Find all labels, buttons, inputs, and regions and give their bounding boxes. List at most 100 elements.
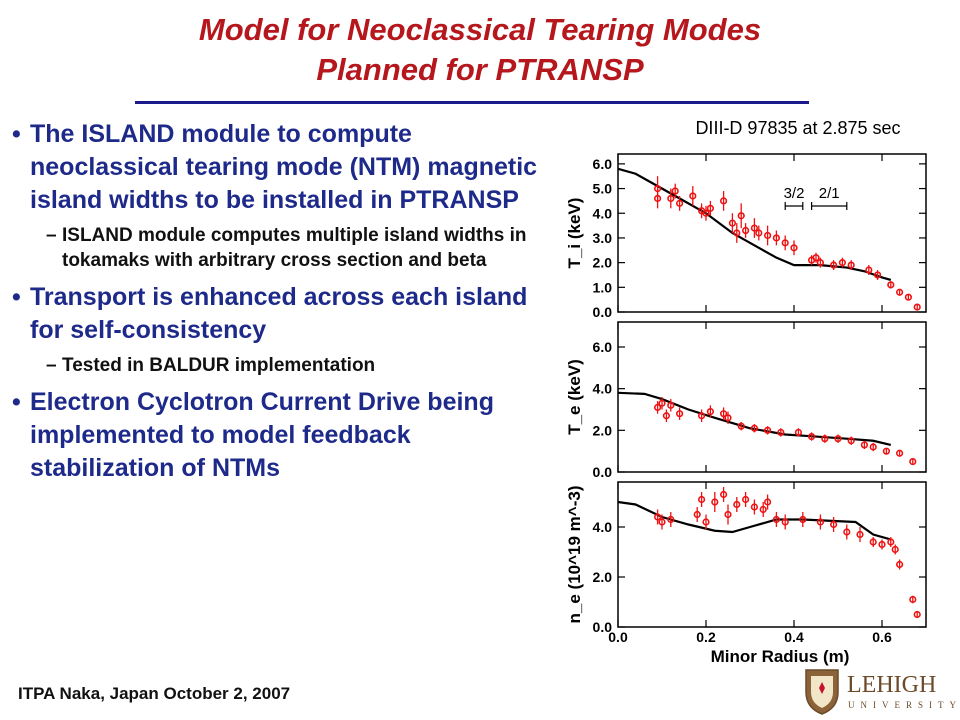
data-point-ti: [816, 259, 825, 267]
data-point-ti: [874, 271, 882, 279]
data-point-te: [662, 412, 670, 420]
data-point-ne: [720, 490, 728, 499]
data-point-te: [720, 410, 728, 418]
data-point-ne: [658, 518, 666, 526]
logo-wordmark: LEHIGH: [847, 672, 936, 698]
data-point-ne: [733, 500, 741, 509]
bullet-list: • The ISLAND module to compute neoclassic…: [12, 118, 542, 491]
data-point-ne: [667, 515, 675, 524]
data-point-ne: [764, 498, 772, 506]
y-tick-label-te: 4.0: [593, 381, 613, 397]
data-point-ti: [737, 212, 745, 220]
y-tick-label-te: 2.0: [593, 422, 613, 438]
data-point-ne: [816, 518, 825, 526]
data-point-ti: [676, 199, 684, 207]
data-point-te: [821, 435, 829, 443]
data-point-ne: [869, 538, 877, 546]
data-point-ne: [742, 495, 750, 504]
y-tick-label-ti: 5.0: [593, 181, 613, 197]
data-point-ti: [865, 266, 873, 274]
data-point-ti: [728, 219, 736, 227]
data-point-te: [658, 399, 666, 407]
data-point-te: [706, 407, 714, 416]
sub-bullet-2-text: Tested in BALDUR implementation: [62, 355, 376, 376]
x-tick-label: 0.2: [696, 629, 716, 645]
data-point-te: [698, 412, 706, 420]
model-curve-ti: [617, 167, 892, 281]
y-tick-label-ne: 0.0: [593, 619, 613, 635]
data-point-ti: [667, 194, 675, 203]
slide-title: Model for Neoclassical Tearing Modes Pla…: [0, 10, 960, 90]
data-point-te: [869, 443, 877, 451]
data-point-te: [724, 414, 732, 422]
y-axis-label-ti: T_i (keV): [565, 198, 584, 269]
x-axis-label: Minor Radius (m): [711, 647, 850, 666]
bullet-2-text: Transport is enhanced across each island…: [30, 283, 528, 344]
data-point-ne: [913, 610, 921, 619]
data-point-ti: [830, 261, 838, 269]
mode-label-ti: 2/1: [819, 185, 840, 202]
y-axis-label-ne: n_e (10^19 m^-3): [565, 486, 584, 624]
data-point-ti: [896, 288, 904, 296]
data-point-ne: [856, 530, 864, 539]
data-point-ne: [724, 510, 732, 519]
y-tick-label-ti: 3.0: [593, 230, 613, 246]
data-point-ne: [909, 595, 917, 604]
data-point-ne: [887, 538, 895, 546]
y-tick-label-ne: 2.0: [593, 569, 613, 585]
y-tick-label-ti: 6.0: [593, 156, 613, 172]
sub-bullet-2: – Tested in BALDUR implementation: [46, 355, 376, 376]
data-point-te: [676, 410, 684, 418]
data-point-ti: [790, 244, 798, 252]
data-point-ti: [671, 187, 679, 195]
x-tick-label: 0.4: [784, 629, 804, 645]
data-point-ne: [693, 510, 701, 519]
data-point-ne: [896, 560, 904, 569]
data-point-ti: [653, 194, 662, 203]
logo-subtitle: UNIVERSITY: [848, 700, 959, 710]
x-tick-label: 0.0: [608, 629, 628, 645]
data-point-ne: [878, 540, 886, 549]
x-tick-label: 0.6: [872, 629, 892, 645]
data-point-te: [653, 403, 662, 412]
data-point-ne: [891, 545, 899, 554]
data-point-te: [882, 447, 891, 455]
data-point-te: [794, 428, 802, 437]
data-point-te: [737, 422, 745, 430]
panel-ti: 0.0 1.0 2.0 3.0 4.0 5.0 6.0 T_i (keV) 3/2 2/1: [565, 153, 927, 320]
data-point-ti: [742, 226, 750, 235]
data-point-te: [909, 457, 917, 466]
sub-bullet-1: – ISLAND module computes multiple island …: [46, 225, 527, 271]
sub-bullet-1-text: ISLAND module computes multiple island w…: [62, 225, 527, 271]
bullet-3-text: Electron Cyclotron Current Drive being i…: [30, 388, 494, 482]
y-tick-label-ti: 4.0: [593, 205, 613, 221]
y-tick-label-te: 6.0: [593, 339, 613, 355]
data-point-ti: [887, 281, 895, 289]
chart-panels: 0.0 1.0 2.0 3.0 4.0 5.0 6.0 T_i (keV) 3/2 2/1 0.0 2…: [565, 153, 927, 645]
data-point-ti: [764, 231, 772, 240]
data-point-ti: [772, 234, 780, 242]
data-point-ne: [799, 515, 807, 524]
data-point-te: [777, 428, 785, 437]
y-tick-label-ne: 4.0: [593, 519, 613, 535]
footer-text: ITPA Naka, Japan October 2, 2007: [18, 684, 291, 703]
chart-title: DIII-D 97835 at 2.875 sec: [695, 118, 900, 138]
data-point-ti: [812, 254, 820, 262]
panel-te: 0.0 2.0 4.0 6.0 T_e (keV): [565, 321, 927, 480]
data-point-ti: [750, 224, 758, 232]
bullet-1: • The ISLAND module to compute neoclassic…: [12, 120, 538, 214]
data-point-ti: [689, 192, 697, 200]
data-point-ne: [843, 528, 851, 536]
data-point-ti: [706, 204, 714, 212]
y-tick-label-ti: 0.0: [593, 304, 613, 320]
data-point-te: [860, 441, 869, 449]
panel-frame-te: [617, 321, 927, 473]
model-curve-te: [617, 391, 892, 446]
lehigh-shield-icon: [805, 669, 839, 715]
data-point-ti: [720, 197, 728, 205]
profiles-chart: DIII-D 97835 at 2.875 sec 0.0 1.0 2.0 3.0 4.…: [565, 118, 927, 666]
data-point-ti: [913, 303, 921, 311]
bullet-2: • Transport is enhanced across each islan…: [12, 283, 528, 344]
data-point-ne: [759, 505, 767, 514]
data-point-ne: [653, 513, 662, 521]
